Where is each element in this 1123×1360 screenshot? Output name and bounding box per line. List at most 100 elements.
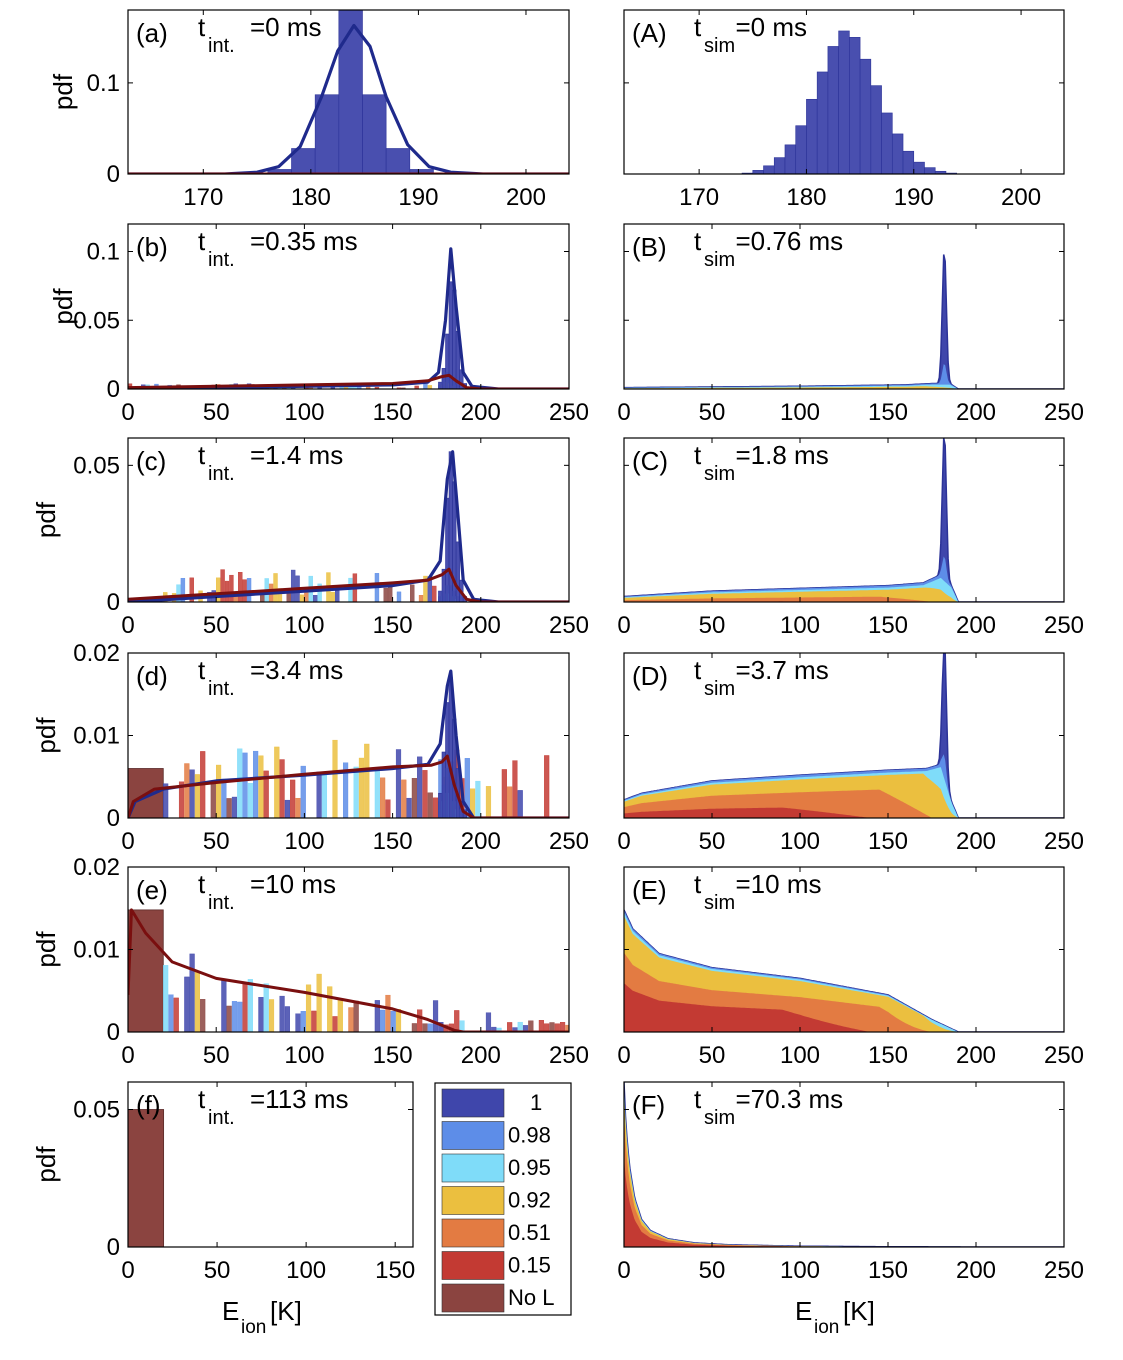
noise-bar — [528, 1021, 533, 1032]
y-axis-label: pdf — [48, 73, 78, 110]
noise-bar — [184, 977, 189, 1032]
x-tick-label: 0 — [617, 1042, 630, 1069]
noise-bar — [274, 747, 279, 818]
y-tick-label: 0 — [107, 1234, 120, 1261]
x-tick-label: 100 — [284, 828, 324, 855]
panel-time-sub: int. — [208, 678, 235, 700]
stack-layer-0.15 — [624, 1156, 1064, 1247]
plot-area — [742, 31, 957, 174]
panel-time-sub: int. — [208, 892, 235, 914]
noise-bar — [216, 578, 220, 602]
panel-time-value: =1.4 ms — [250, 440, 343, 470]
panel-time-symbol: t — [694, 1084, 702, 1114]
noise-bar — [407, 798, 412, 818]
noise-bar — [232, 1001, 237, 1032]
x-tick-label: 0 — [617, 399, 630, 426]
panel-time-sub: sim — [704, 1107, 735, 1129]
x-tick-label: 150 — [373, 399, 413, 426]
panel-time-value: =0.76 ms — [736, 226, 844, 256]
panel-time-sub: int. — [208, 463, 235, 485]
bar-1 — [446, 498, 450, 602]
bar-1 — [914, 162, 925, 174]
x-tick-label: 100 — [780, 399, 820, 426]
x-tick-label: 150 — [373, 1042, 413, 1069]
plot-area — [624, 653, 1064, 818]
noise-bar — [322, 773, 327, 818]
legend-swatch — [442, 1187, 504, 1215]
noise-bar — [386, 800, 391, 818]
x-tick-label: 250 — [1044, 399, 1084, 426]
x-tick-label: 200 — [1001, 184, 1041, 211]
noise-bar — [502, 769, 507, 818]
noise-bar — [433, 1001, 438, 1032]
x-tick-label: 200 — [956, 612, 996, 639]
bar-1 — [882, 113, 893, 174]
noise-bar — [417, 1010, 422, 1032]
y-tick-label: 0.05 — [73, 452, 120, 479]
noise-bar — [486, 1013, 491, 1032]
panel-time-symbol: t — [198, 12, 206, 42]
plot-area — [128, 249, 569, 389]
x-tick-label: 50 — [203, 828, 230, 855]
y-tick-label: 0 — [107, 376, 120, 403]
x-tick-label: 100 — [286, 1257, 326, 1284]
x-tick-label: 50 — [203, 1042, 230, 1069]
noise-bar — [410, 585, 414, 602]
legend-label: 0.51 — [508, 1220, 551, 1245]
noise-bar — [349, 578, 353, 602]
noise-bar — [237, 1002, 242, 1032]
y-tick-label: 0.05 — [73, 1097, 120, 1124]
panel-letter: (E) — [632, 875, 667, 905]
x-tick-label: 200 — [506, 184, 546, 211]
noise-bar — [419, 595, 423, 602]
bar-1 — [442, 368, 446, 389]
panel-letter: (a) — [136, 18, 168, 48]
xlabel-right-sub: ion — [814, 1317, 839, 1338]
panel-time-sub: sim — [704, 678, 735, 700]
panel-time-symbol: t — [694, 226, 702, 256]
bar-1 — [817, 72, 828, 174]
panel-time-symbol: t — [694, 12, 702, 42]
stack-layer-0.98 — [624, 1082, 1064, 1247]
noise-bar — [269, 999, 274, 1032]
panel-letter: (b) — [136, 232, 168, 262]
panel-time-sub: int. — [208, 1107, 235, 1129]
bar-1 — [796, 126, 807, 174]
panel-time-symbol: t — [694, 655, 702, 685]
xlabel-left-sub: ion — [241, 1317, 266, 1338]
x-tick-label: 50 — [203, 612, 230, 639]
panel-time-symbol: t — [198, 440, 206, 470]
panel-time-sub: int. — [208, 35, 235, 57]
panel-time-value: =3.7 ms — [736, 655, 829, 685]
x-tick-label: 250 — [1044, 1257, 1084, 1284]
bar-noL — [128, 1110, 164, 1248]
noise-bar — [338, 1000, 343, 1032]
xlabel-right: E ion [K] — [795, 1296, 875, 1338]
panel-letter: (B) — [632, 232, 667, 262]
noise-bar — [229, 575, 233, 602]
noise-bar — [539, 1020, 544, 1032]
noise-bar — [423, 1024, 428, 1032]
x-tick-label: 200 — [461, 399, 501, 426]
noise-bar — [396, 749, 401, 818]
noise-bar — [227, 798, 232, 818]
noise-bar — [354, 1001, 359, 1032]
y-tick-label: 0.05 — [73, 307, 120, 334]
stack-layer-0.95 — [624, 1085, 1064, 1247]
x-tick-label: 50 — [204, 1257, 231, 1284]
x-tick-label: 100 — [780, 612, 820, 639]
x-tick-label: 250 — [1044, 828, 1084, 855]
panel-time-value: =1.8 ms — [736, 440, 829, 470]
